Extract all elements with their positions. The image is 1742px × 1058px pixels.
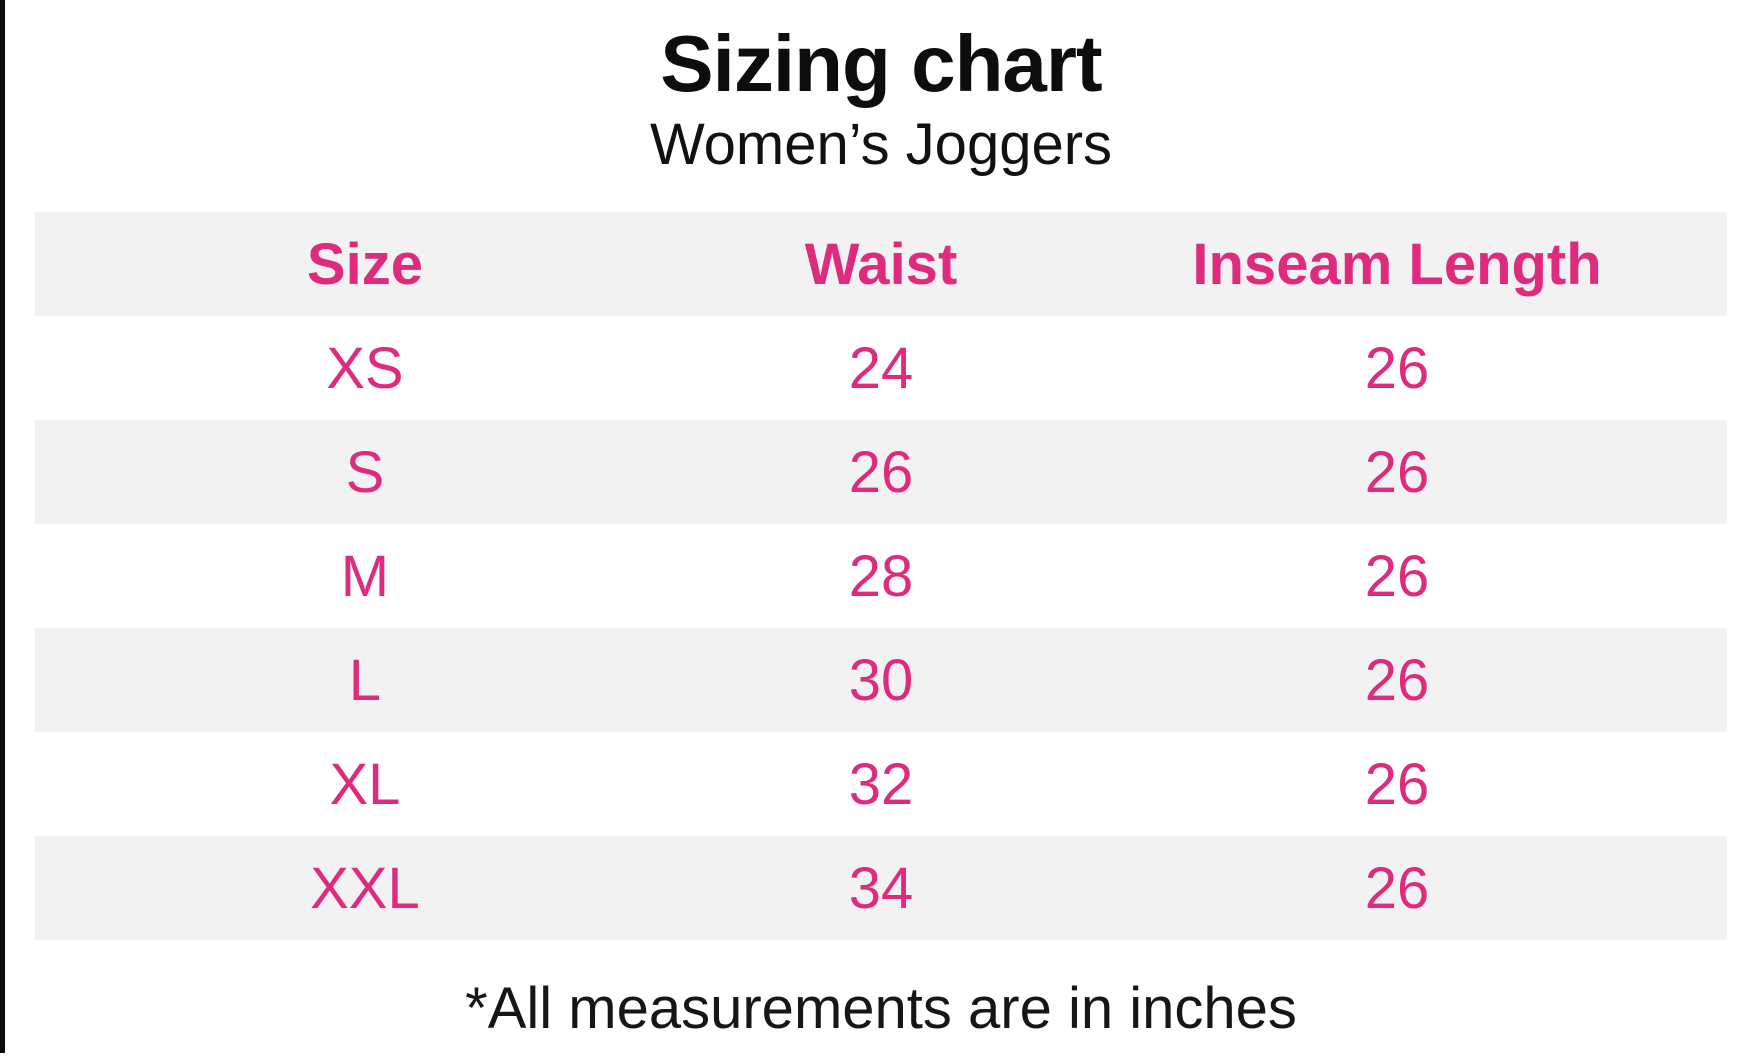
inseam-cell: 26 <box>1364 855 1430 921</box>
size-cell: XS <box>326 335 404 401</box>
size-cell: XXL <box>310 855 420 921</box>
size-cell: M <box>340 543 390 609</box>
table-body: XS 24 26 S 26 26 M 28 26 L 30 26 XL 32 2… <box>35 316 1727 940</box>
waist-cell: 28 <box>848 543 914 609</box>
inseam-cell: 26 <box>1364 335 1430 401</box>
content-area: Sizing chart Women’s Joggers Size Waist … <box>35 0 1727 1058</box>
waist-cell: 26 <box>848 439 914 505</box>
waist-cell: 30 <box>848 647 914 713</box>
sizing-table: Size Waist Inseam Length XS 24 26 S 26 2… <box>35 212 1727 940</box>
size-cell: L <box>348 647 382 713</box>
left-frame-border <box>0 0 5 1053</box>
table-row: M 28 26 <box>35 524 1727 628</box>
footnote-area: *All measurements are in inches <box>35 940 1727 1058</box>
column-header-waist: Waist <box>804 231 958 297</box>
table-row: XXL 34 26 <box>35 836 1727 940</box>
waist-cell: 24 <box>848 335 914 401</box>
table-row: XS 24 26 <box>35 316 1727 420</box>
table-row: S 26 26 <box>35 420 1727 524</box>
table-header-row: Size Waist Inseam Length <box>35 212 1727 316</box>
header-block: Sizing chart Women’s Joggers <box>35 0 1727 180</box>
size-cell: XL <box>329 751 401 817</box>
column-header-inseam-length: Inseam Length <box>1192 231 1602 297</box>
table-row: XL 32 26 <box>35 732 1727 836</box>
size-cell: S <box>345 439 385 505</box>
waist-cell: 32 <box>848 751 914 817</box>
waist-cell: 34 <box>848 855 914 921</box>
measurements-footnote: *All measurements are in inches <box>465 975 1297 1041</box>
page-title: Sizing chart <box>660 19 1102 108</box>
inseam-cell: 26 <box>1364 647 1430 713</box>
inseam-cell: 26 <box>1364 439 1430 505</box>
page-subtitle: Women’s Joggers <box>649 112 1113 177</box>
inseam-cell: 26 <box>1364 543 1430 609</box>
table-row: L 30 26 <box>35 628 1727 732</box>
column-header-size: Size <box>306 231 423 297</box>
inseam-cell: 26 <box>1364 751 1430 817</box>
